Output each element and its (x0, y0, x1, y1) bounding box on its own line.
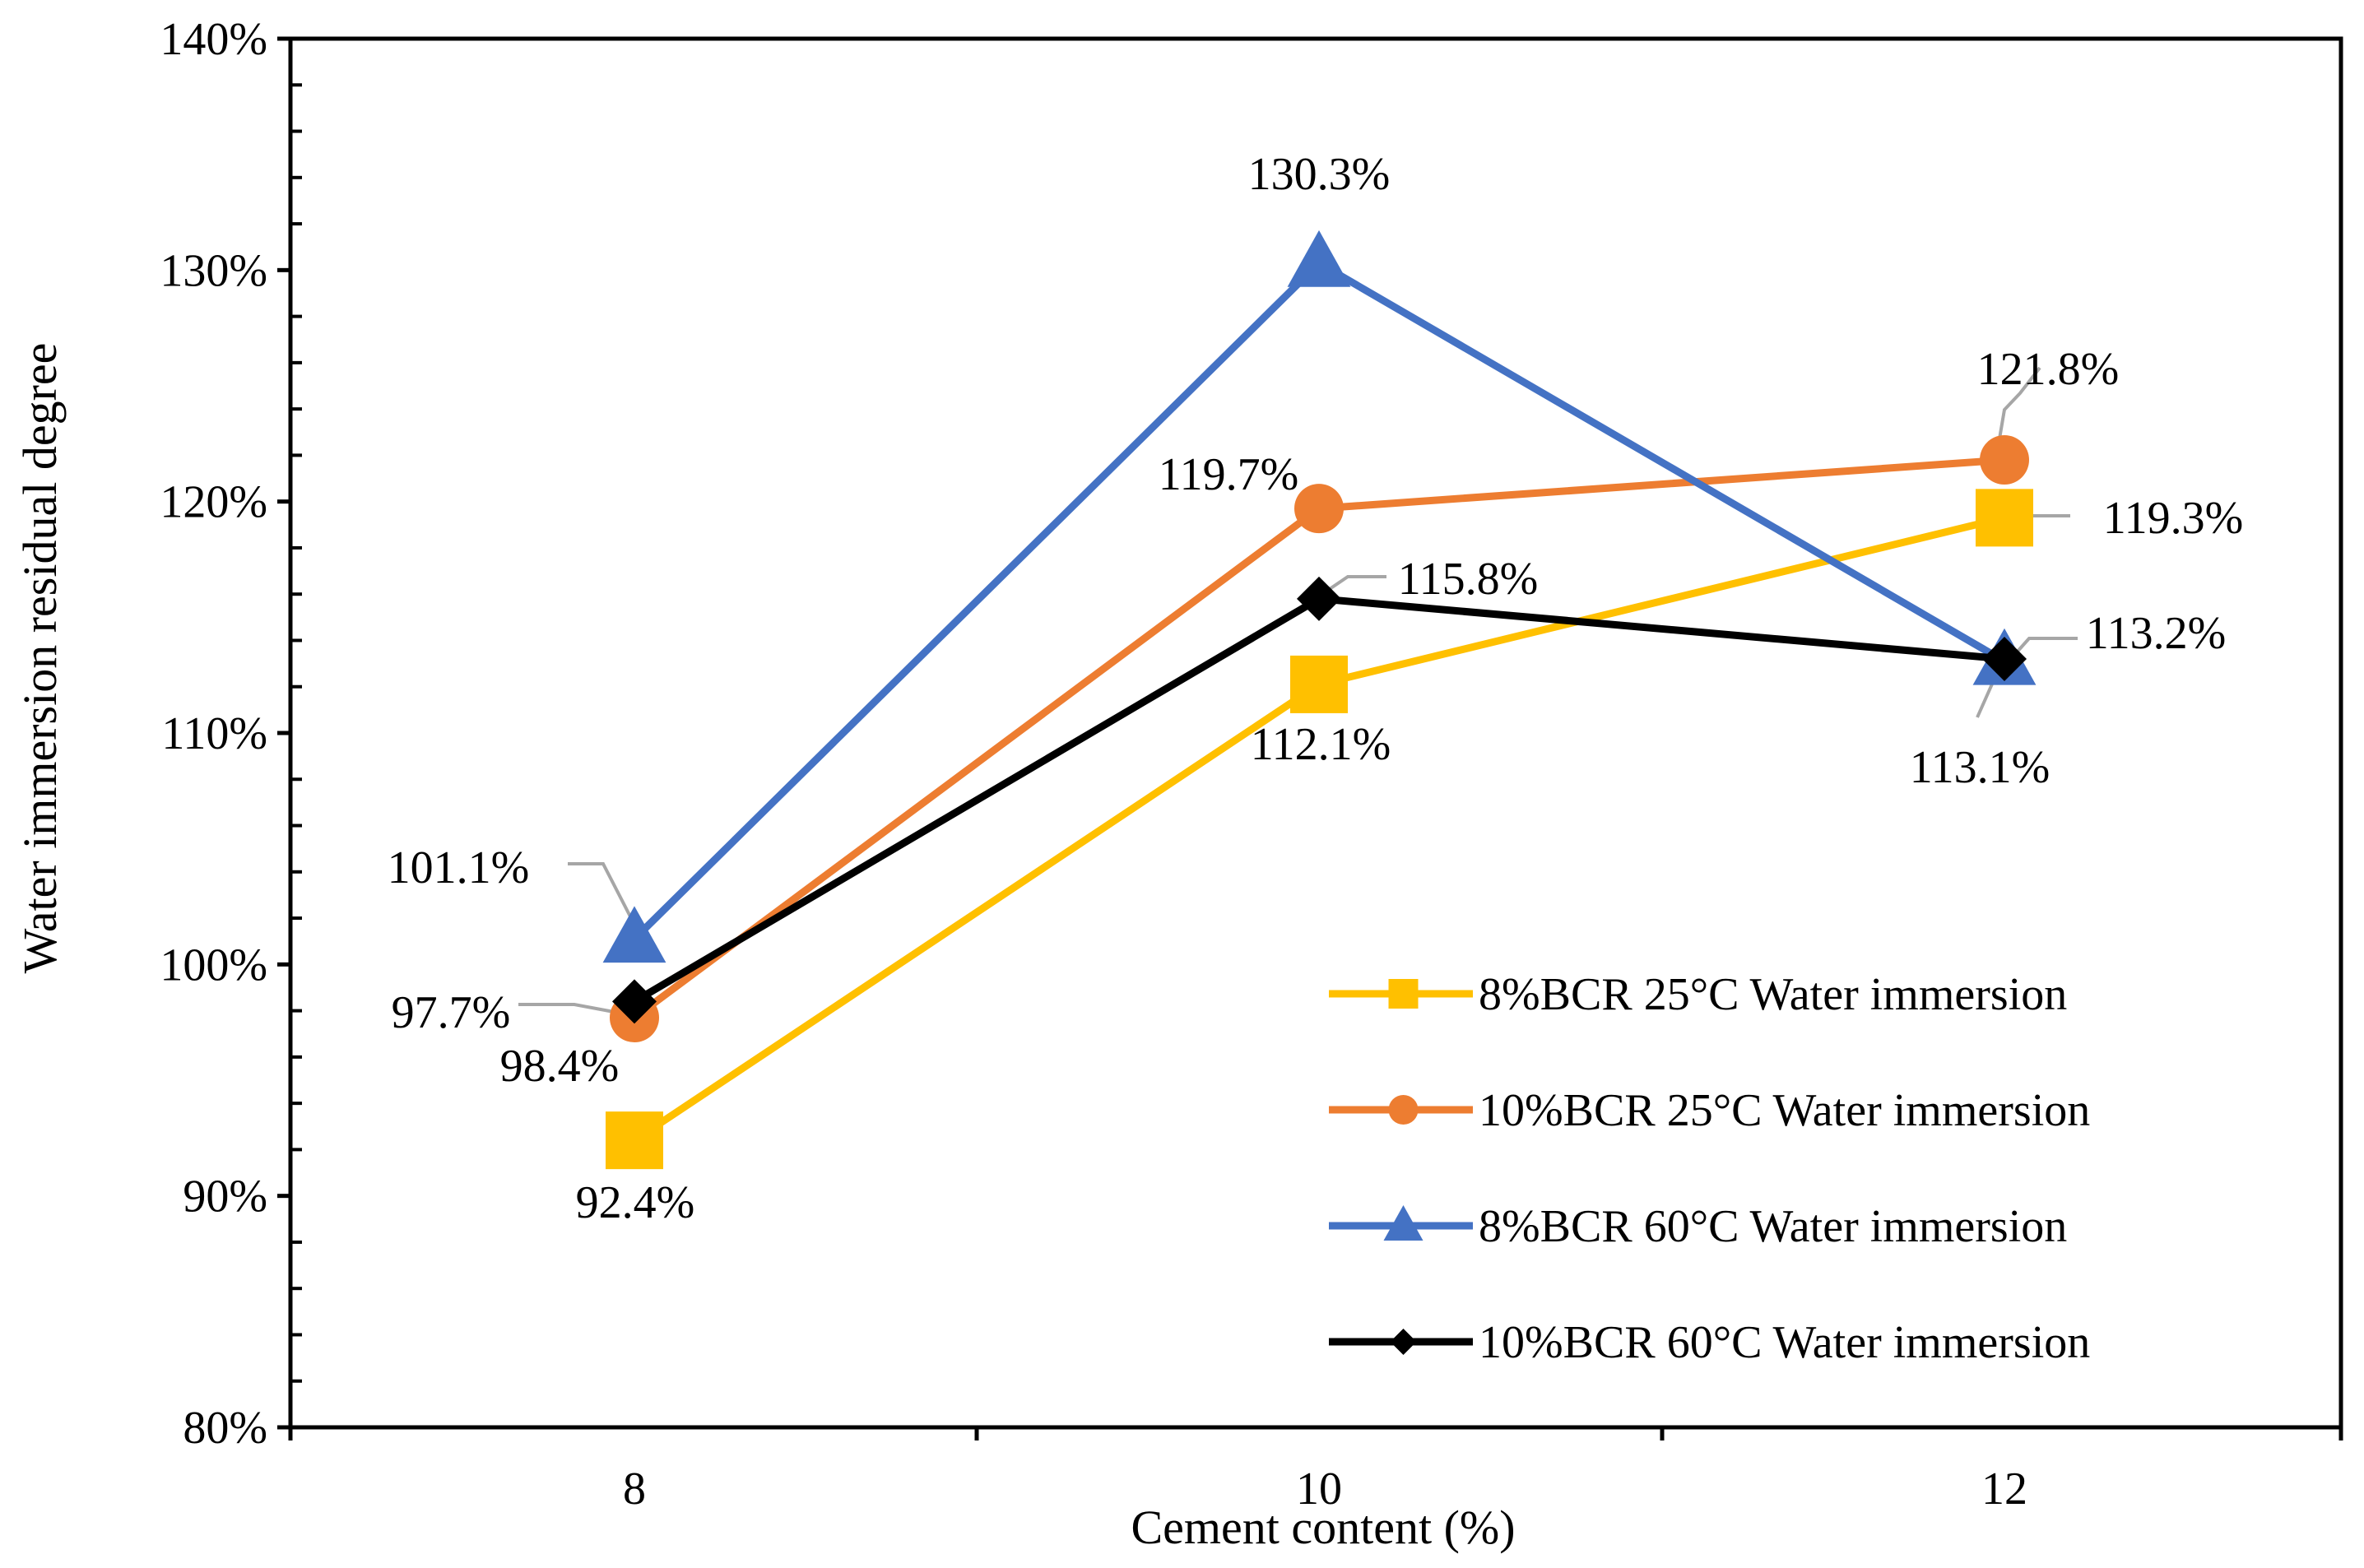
leader-line (518, 1003, 628, 1016)
data-point-marker (602, 906, 666, 963)
legend-marker (1390, 1329, 1417, 1355)
legend-label: 10%BCR 60°C Water immersion (1479, 1317, 2090, 1368)
y-axis-title: Water immersion residual degree (13, 343, 67, 974)
y-tick-label: 130% (160, 245, 267, 296)
leader-line (568, 862, 634, 921)
data-label: 130.3% (1248, 149, 1391, 200)
legend-label: 8%BCR 60°C Water immersion (1479, 1201, 2067, 1252)
legend-label: 8%BCR 25°C Water immersion (1479, 969, 2067, 1020)
data-point-marker (612, 979, 657, 1024)
data-point-marker (1290, 655, 1348, 713)
y-tick-label: 120% (160, 477, 267, 528)
legend-item: 10%BCR 25°C Water immersion (1329, 1085, 2090, 1136)
y-tick-label: 140% (160, 14, 267, 65)
x-tick-label: 8 (623, 1464, 646, 1515)
data-label: 92.4% (576, 1177, 695, 1228)
data-label: 121.8% (1977, 344, 2120, 395)
data-label: 101.1% (388, 842, 530, 893)
data-label: 97.7% (392, 987, 511, 1038)
x-tick-label: 12 (1981, 1464, 2027, 1515)
data-label: 119.3% (2103, 493, 2244, 544)
y-tick-label: 90% (183, 1171, 267, 1222)
x-axis-title: Cement content (%) (1131, 1501, 1515, 1554)
legend-item: 10%BCR 60°C Water immersion (1329, 1317, 2090, 1368)
legend-marker (1383, 1205, 1424, 1241)
y-axis-ticks: 80% 90% 100% 110% 120% 130% 140% (160, 14, 302, 1454)
legend-item: 8%BCR 25°C Water immersion (1329, 969, 2067, 1020)
x-tick-label: 10 (1296, 1464, 1342, 1515)
data-label: 119.7% (1159, 449, 1299, 500)
data-label: 115.8% (1398, 554, 1539, 605)
leader-line (1323, 575, 1386, 594)
x-axis-ticks: 8 10 12 (288, 1427, 2343, 1515)
legend-label: 10%BCR 25°C Water immersion (1479, 1085, 2090, 1136)
leader-line (2014, 637, 2078, 655)
y-tick-label: 110% (161, 708, 267, 759)
data-point-marker (1294, 484, 1344, 534)
leader-line (1996, 366, 2041, 449)
data-point-marker (1287, 230, 1351, 287)
data-point-marker (606, 1111, 663, 1170)
data-label: 112.1% (1251, 719, 1391, 770)
y-tick-label: 80% (183, 1403, 267, 1454)
data-labels: 92.4% 112.1% 119.3% 97.7% 119.7% 121.8% 101.1%… (388, 149, 2244, 1228)
data-label: 98.4% (500, 1041, 620, 1092)
legend-marker (1388, 1095, 1419, 1125)
data-label: 113.2% (2086, 608, 2227, 659)
y-tick-label: 100% (160, 939, 267, 990)
data-label: 113.1% (1910, 742, 2051, 793)
legend-marker (1388, 979, 1419, 1009)
series-layer (602, 230, 2037, 1170)
data-point-marker (1980, 435, 2029, 485)
data-point-marker (1297, 576, 1341, 621)
data-point-marker (1976, 489, 2033, 547)
legend: 8%BCR 25°C Water immersion 10%BCR 25°C Wa… (1329, 969, 2090, 1368)
legend-item: 8%BCR 60°C Water immersion (1329, 1201, 2067, 1252)
data-point-marker (1982, 636, 2027, 681)
